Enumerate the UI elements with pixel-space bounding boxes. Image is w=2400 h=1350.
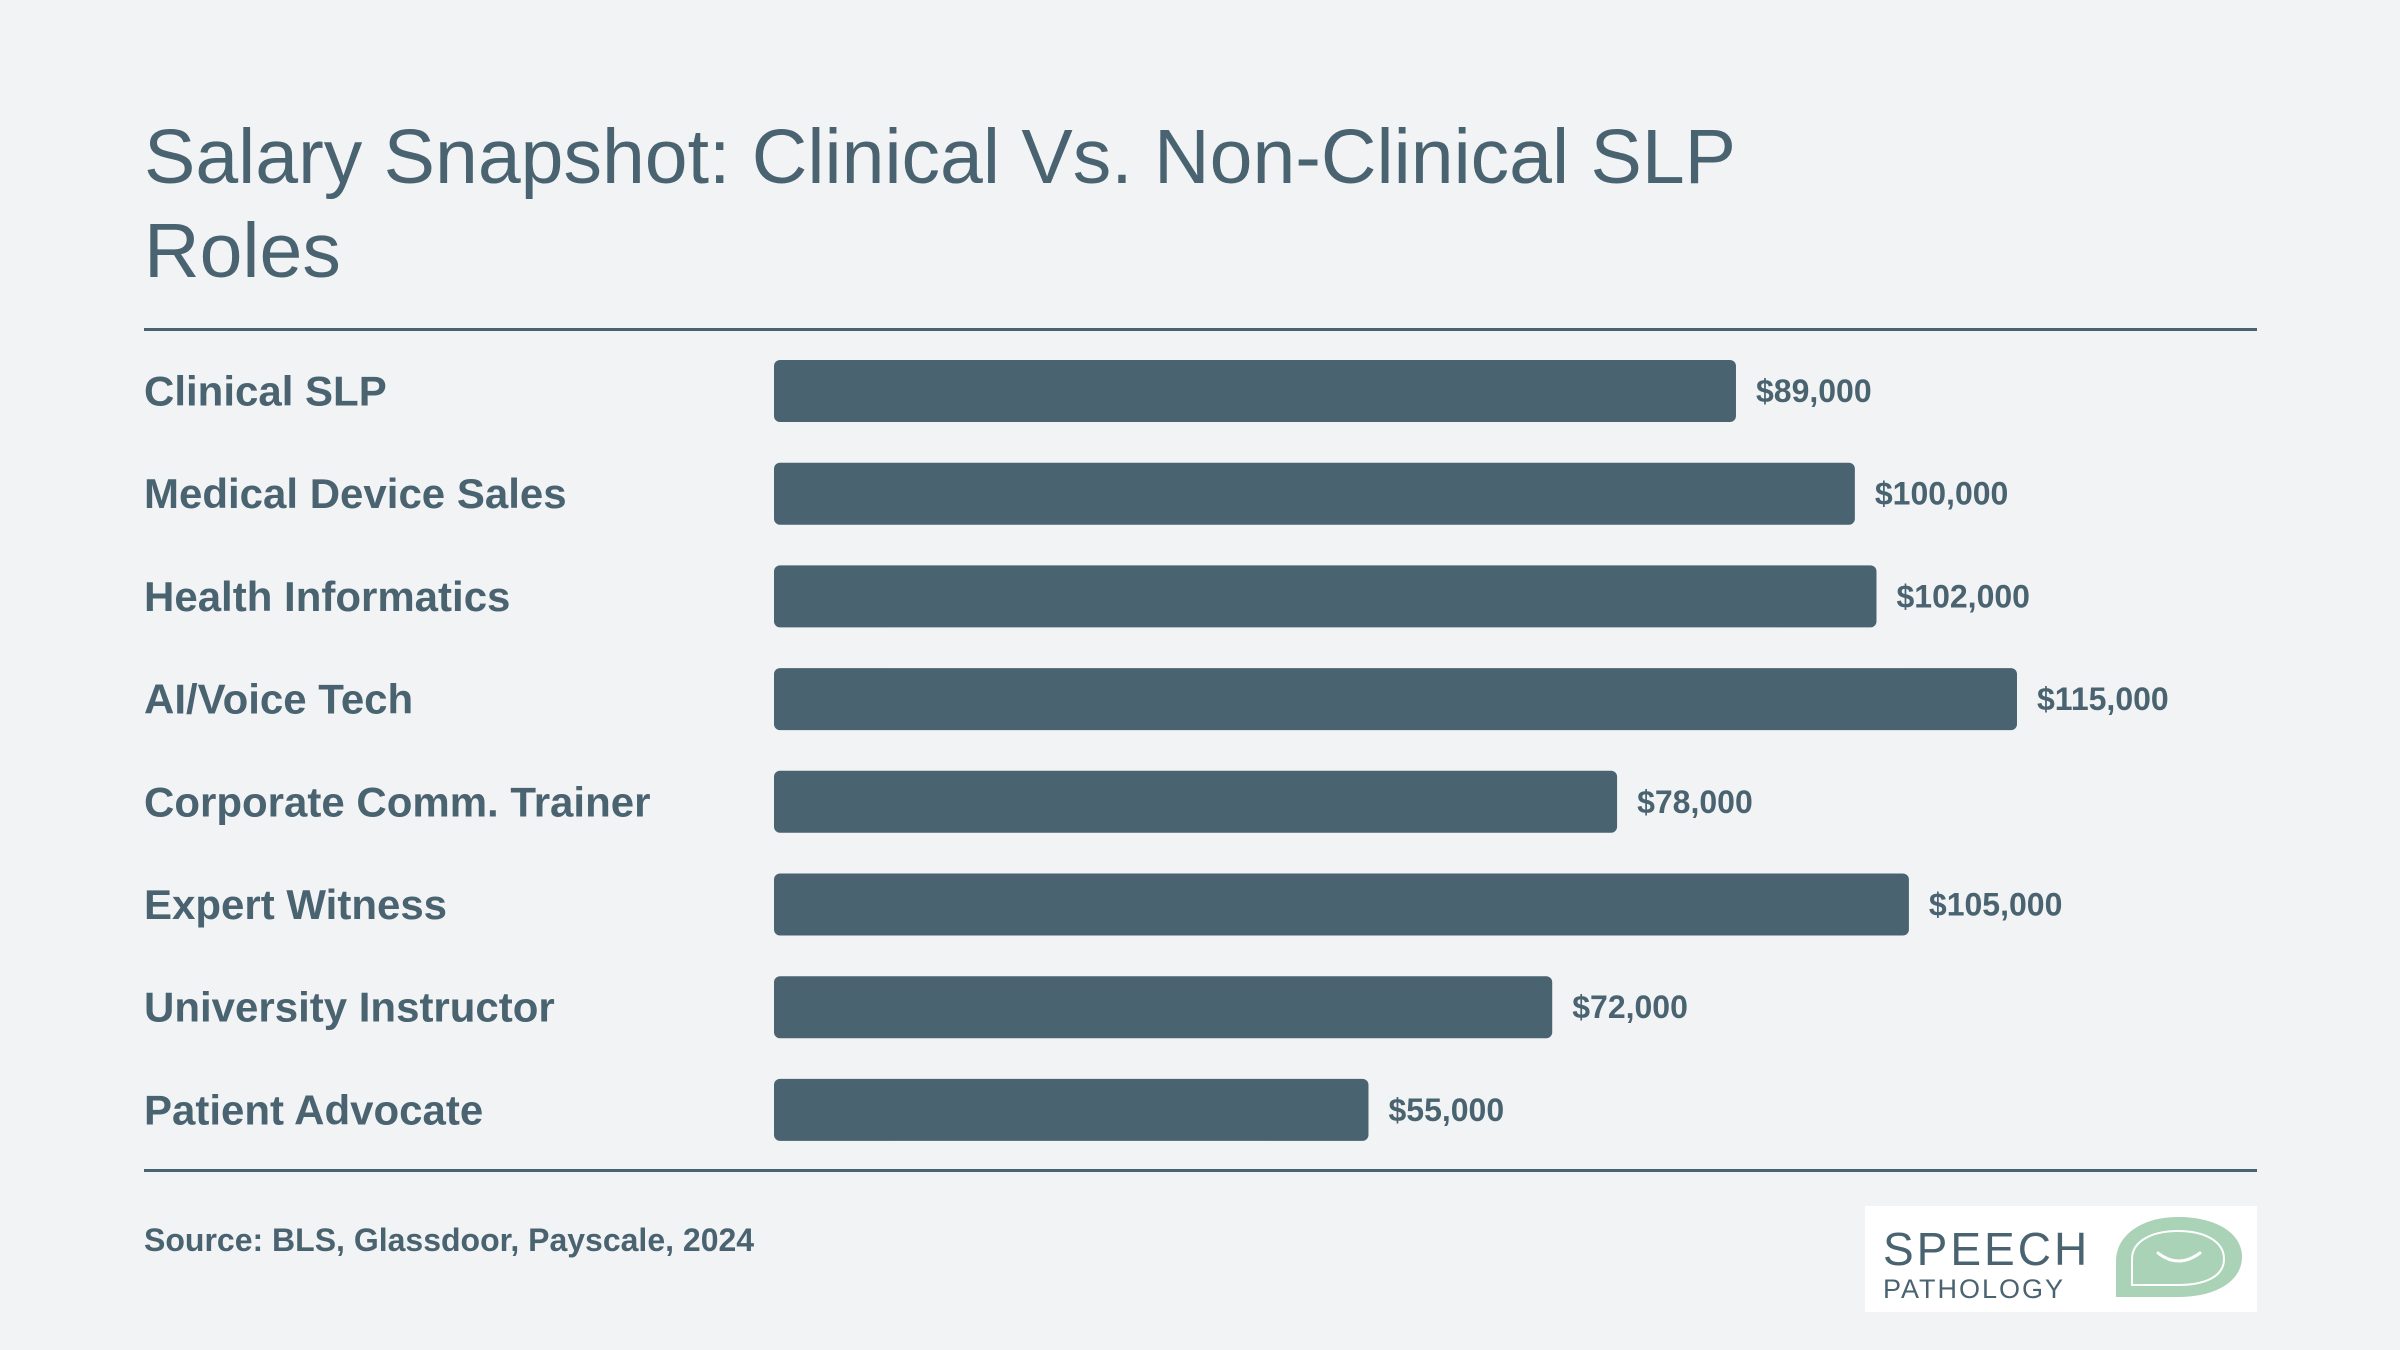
value-label: $105,000: [1929, 887, 2062, 923]
value-label: $115,000: [2037, 681, 2169, 717]
value-label: $100,000: [1875, 476, 2008, 512]
bar: [774, 770, 1618, 833]
category-label: University Instructor: [144, 984, 555, 1031]
source-note: Source: BLS, Glassdoor, Payscale, 2024: [144, 1222, 755, 1258]
bar: [774, 565, 1877, 628]
value-label: $89,000: [1756, 373, 1872, 409]
bar: [774, 976, 1553, 1039]
bar: [774, 668, 2017, 731]
category-label: Patient Advocate: [144, 1086, 483, 1133]
category-label: Medical Device Sales: [144, 470, 567, 517]
speech-bubble-icon: [2116, 1217, 2242, 1297]
category-label: Corporate Comm. Trainer: [144, 778, 650, 825]
bottom-divider: [144, 1169, 2257, 1172]
category-label: Expert Witness: [144, 881, 447, 928]
value-label: $102,000: [1896, 578, 2029, 614]
bar: [774, 873, 1909, 936]
category-label: Health Informatics: [144, 573, 510, 620]
value-label: $78,000: [1637, 784, 1753, 820]
bar: [774, 462, 1855, 525]
top-divider: [144, 328, 2257, 331]
bar: [774, 1078, 1369, 1141]
category-label: AI/Voice Tech: [144, 676, 413, 723]
bar: [774, 360, 1736, 422]
logo-text-pathology: PATHOLOGY: [1883, 1274, 2066, 1304]
category-label: Clinical SLP: [144, 368, 387, 415]
chart-title: Salary Snapshot: Clinical Vs. Non-Clinic…: [144, 114, 1735, 294]
speech-pathology-logo: SPEECH PATHOLOGY: [1865, 1206, 2257, 1312]
value-label: $55,000: [1388, 1092, 1504, 1128]
value-label: $72,000: [1572, 989, 1688, 1025]
logo-text-speech: SPEECH: [1883, 1223, 2091, 1275]
